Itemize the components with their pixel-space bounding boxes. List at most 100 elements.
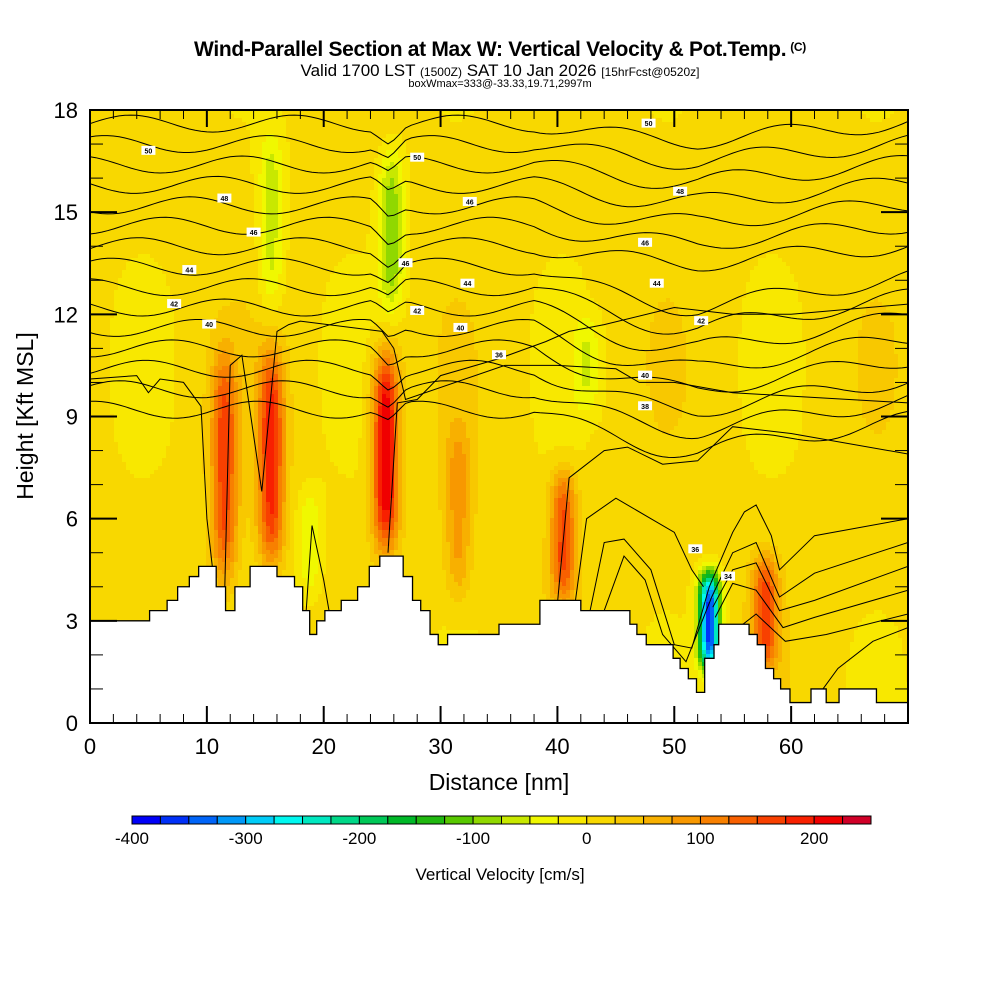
field-cell — [874, 170, 879, 175]
field-cell — [826, 118, 831, 123]
field-cell — [162, 142, 167, 147]
field-cell — [634, 170, 639, 175]
field-cell — [294, 134, 299, 139]
field-cell — [170, 130, 175, 135]
field-cell — [218, 170, 223, 175]
field-cell — [426, 178, 431, 183]
field-cell — [650, 170, 655, 175]
field-cell — [114, 186, 119, 191]
field-cell — [578, 158, 583, 163]
field-cell — [730, 146, 735, 151]
field-cell — [546, 154, 551, 159]
field-cell — [662, 118, 667, 123]
field-cell — [202, 186, 207, 191]
field-cell — [718, 198, 723, 203]
field-cell — [538, 202, 543, 207]
field-cell — [730, 198, 735, 203]
field-cell — [882, 190, 887, 195]
field-cell — [570, 194, 575, 199]
field-cell — [242, 114, 247, 119]
field-cell — [858, 118, 863, 123]
field-cell — [262, 142, 267, 147]
field-cell — [686, 198, 691, 203]
field-cell — [394, 202, 399, 207]
field-cell — [486, 150, 491, 155]
field-cell — [238, 202, 243, 207]
field-cell — [502, 186, 507, 191]
field-cell — [458, 126, 463, 131]
field-cell — [478, 150, 483, 155]
field-cell — [358, 186, 363, 191]
field-cell — [618, 190, 623, 195]
field-cell — [302, 130, 307, 135]
field-cell — [850, 198, 855, 203]
field-cell — [450, 170, 455, 175]
field-cell — [122, 158, 127, 163]
field-cell — [614, 162, 619, 167]
field-cell — [130, 170, 135, 175]
field-cell — [394, 174, 399, 179]
field-cell — [658, 150, 663, 155]
field-cell — [758, 154, 763, 159]
field-cell — [470, 146, 475, 151]
field-cell — [358, 146, 363, 151]
field-cell — [458, 142, 463, 147]
field-cell — [750, 114, 755, 119]
field-cell — [126, 126, 131, 131]
field-cell — [386, 198, 391, 203]
field-cell — [798, 166, 803, 171]
field-cell — [342, 178, 347, 183]
field-cell — [446, 202, 451, 207]
field-cell — [858, 170, 863, 175]
field-cell — [94, 206, 99, 211]
field-cell — [626, 174, 631, 179]
field-cell — [842, 166, 847, 171]
field-cell — [846, 194, 851, 199]
field-cell — [174, 118, 179, 123]
field-cell — [182, 206, 187, 211]
field-cell — [802, 114, 807, 119]
field-cell — [182, 202, 187, 207]
field-cell — [226, 122, 231, 127]
field-cell — [226, 162, 231, 167]
field-cell — [890, 142, 895, 147]
field-cell — [190, 146, 195, 151]
field-cell — [346, 198, 351, 203]
field-cell — [690, 114, 695, 119]
field-cell — [866, 142, 871, 147]
field-cell — [310, 146, 315, 151]
field-cell — [570, 198, 575, 203]
field-cell — [526, 138, 531, 143]
field-cell — [510, 170, 515, 175]
field-cell — [306, 118, 311, 123]
field-cell — [722, 134, 727, 139]
field-cell — [462, 134, 467, 139]
field-cell — [158, 126, 163, 131]
field-cell — [134, 158, 139, 163]
field-cell — [126, 202, 131, 207]
field-cell — [602, 130, 607, 135]
field-cell — [554, 170, 559, 175]
field-cell — [214, 114, 219, 119]
field-cell — [122, 178, 127, 183]
field-cell — [806, 202, 811, 207]
field-cell — [638, 174, 643, 179]
field-cell — [398, 118, 403, 123]
field-cell — [386, 118, 391, 123]
field-cell — [534, 194, 539, 199]
field-cell — [682, 154, 687, 159]
field-cell — [146, 118, 151, 123]
field-cell — [838, 202, 843, 207]
field-cell — [650, 174, 655, 179]
field-cell — [238, 142, 243, 147]
field-cell — [634, 202, 639, 207]
field-cell — [854, 146, 859, 151]
field-cell — [334, 194, 339, 199]
field-cell — [326, 138, 331, 143]
field-cell — [330, 138, 335, 143]
field-cell — [238, 134, 243, 139]
field-cell — [226, 182, 231, 187]
field-cell — [762, 150, 767, 155]
field-cell — [142, 130, 147, 135]
field-cell — [142, 166, 147, 171]
